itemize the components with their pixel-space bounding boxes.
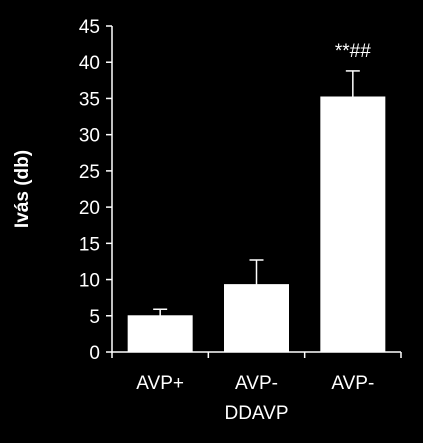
y-axis-title: Ivás (db): [12, 150, 33, 228]
bars: [127, 70, 386, 353]
bar: [224, 284, 289, 353]
y-tick-label: 5: [89, 307, 100, 328]
x-category-label: DDAVP: [224, 403, 288, 424]
y-tick-label: 35: [79, 89, 100, 110]
y-tick-label: 30: [79, 126, 100, 147]
y-tick-label: 45: [79, 17, 100, 38]
bar: [127, 315, 193, 353]
x-category-label: AVP-: [331, 373, 374, 394]
bar: [320, 96, 386, 353]
significance-annotation: **##: [335, 41, 371, 62]
y-tick-label: 0: [89, 343, 100, 364]
y-tick-label: 15: [79, 234, 100, 255]
y-tick-label: 10: [79, 271, 100, 292]
y-tick-label: 40: [79, 53, 100, 74]
x-category-label: AVP-: [235, 373, 278, 394]
y-tick-label: 20: [79, 198, 100, 219]
y-tick-label: 25: [79, 162, 100, 183]
x-category-label: AVP+: [136, 373, 184, 394]
labels: 0 5 10 15 20 25 30 35 40 45 AVP+ AVP- DDAVP AVP- **##: [79, 17, 374, 424]
